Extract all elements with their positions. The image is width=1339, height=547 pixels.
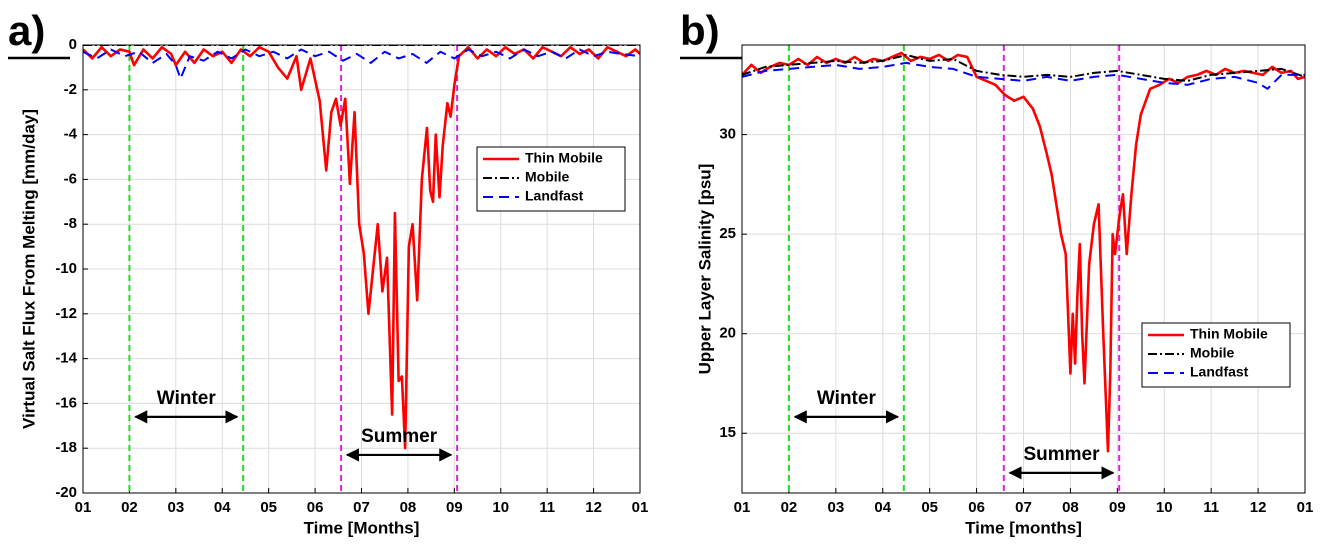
x-tick-label: 03 (827, 499, 844, 516)
panel-label: a) (8, 7, 45, 54)
season-label: Summer (1023, 444, 1100, 465)
y-tick-label: 30 (719, 126, 736, 143)
x-tick-label: 01 (75, 499, 92, 516)
y-axis-label: Upper Layer Salinity [psu] (695, 164, 714, 375)
legend: Thin Mobile Mobile Landfast (476, 146, 626, 212)
y-tick-label: -14 (55, 350, 77, 367)
season-label: Winter (157, 388, 217, 409)
x-tick-label: 11 (539, 499, 555, 516)
x-tick-label: 12 (1250, 499, 1267, 516)
y-tick-label: 15 (719, 424, 736, 441)
y-tick-label: -2 (64, 81, 77, 98)
x-tick-label: 04 (874, 499, 891, 516)
x-tick-label: 02 (781, 499, 798, 516)
x-tick-label: 07 (1015, 499, 1032, 516)
x-tick-label: 05 (260, 499, 277, 516)
season-label: Summer (361, 426, 438, 447)
x-axis-label: Time [Months] (304, 518, 420, 537)
y-tick-label: -6 (64, 170, 77, 187)
x-tick-label: 10 (492, 499, 509, 516)
legend-label: Landfast (1190, 364, 1249, 380)
legend-label: Thin Mobile (525, 150, 603, 166)
x-tick-label: 10 (1156, 499, 1173, 516)
y-tick-label: -4 (64, 126, 78, 143)
legend: Thin Mobile Mobile Landfast (1141, 322, 1291, 388)
x-tick-label: 03 (167, 499, 184, 516)
y-tick-label: 25 (719, 225, 736, 242)
y-tick-label: -18 (55, 439, 77, 456)
legend-label: Mobile (1190, 345, 1235, 361)
axes-frame (741, 44, 1306, 494)
legend-label: Mobile (525, 169, 570, 185)
x-tick-label: 09 (446, 499, 463, 516)
y-tick-label: -10 (55, 260, 77, 277)
y-tick-label: -20 (55, 484, 77, 501)
axes: 01 02 03 04 05 06 07 08 09 10 11 12 01 15 20 25 30 Winter… (719, 44, 1314, 516)
y-tick-label: -12 (55, 305, 77, 322)
x-tick-label: 01 (734, 499, 751, 516)
y-tick-label: 0 (69, 36, 77, 53)
legend-label: Thin Mobile (1190, 326, 1268, 342)
y-tick-label: -16 (55, 394, 77, 411)
axes: 01 02 03 04 05 06 07 08 09 10 11 12 01-20-18-16-14-1… (55, 36, 648, 516)
y-axis-label: Virtual Salt Flux From Melting [mm/day] (19, 109, 38, 429)
x-axis-label: Time [months] (965, 518, 1082, 537)
x-tick-label: 11 (1203, 499, 1219, 516)
x-tick-label: 01 (632, 499, 649, 516)
season-label: Winter (817, 388, 877, 409)
series-line (742, 51, 1305, 453)
x-tick-label: 08 (1062, 499, 1079, 516)
axes-frame (82, 44, 641, 494)
series-line (742, 61, 1305, 90)
x-tick-label: 06 (307, 499, 324, 516)
y-tick-label: 20 (719, 325, 736, 342)
x-tick-label: 06 (968, 499, 985, 516)
series-line (83, 45, 640, 450)
series-line (742, 53, 1305, 82)
x-tick-label: 08 (400, 499, 417, 516)
y-tick-label: -8 (64, 215, 77, 232)
legend-label: Landfast (525, 188, 584, 204)
x-tick-label: 09 (1109, 499, 1126, 516)
panel-label: b) (680, 7, 720, 54)
x-tick-label: 04 (214, 499, 231, 516)
x-tick-label: 01 (1297, 499, 1314, 516)
x-tick-label: 02 (121, 499, 138, 516)
x-tick-label: 05 (921, 499, 938, 516)
series-line (83, 48, 640, 80)
x-tick-label: 12 (585, 499, 602, 516)
x-tick-label: 07 (353, 499, 370, 516)
